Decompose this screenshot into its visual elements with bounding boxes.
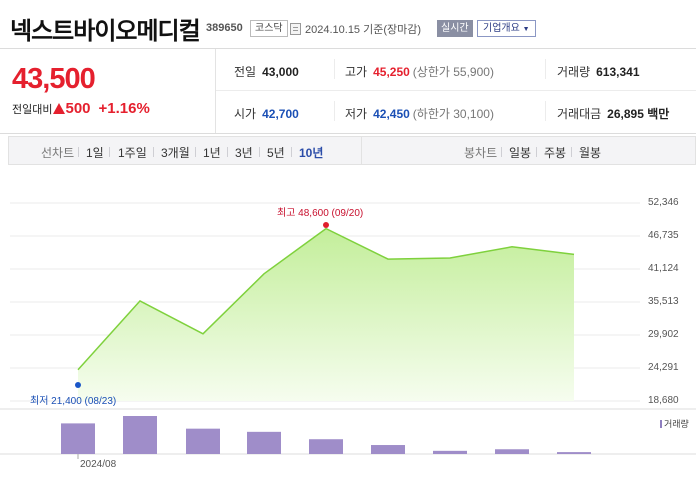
y-tick-label: 24,291 [648, 362, 679, 373]
volume-bar [309, 439, 343, 454]
candle-chart-label: 봉차트 [464, 146, 498, 160]
stock-name: 넥스트바이오메디컬 [10, 18, 201, 45]
stock-header: 넥스트바이오메디컬 389650 코스닥 2024.10.15 기준(장마감) … [0, 0, 696, 48]
turnover-value: 26,895 백만 [607, 107, 670, 121]
current-price: 43,500 [12, 63, 96, 95]
prev-close-cell: 전일 43,000 [234, 63, 299, 80]
low-annotation: 최저 21,400 (08/23) [30, 396, 117, 407]
tab-separator [291, 147, 292, 157]
divider [334, 101, 335, 121]
tab-separator [536, 147, 537, 157]
high-cell: 고가 45,250 (상한가 55,900) [345, 63, 494, 80]
high-annotation: 최고 48,600 (09/20) [277, 208, 364, 219]
volume-bar [123, 416, 157, 454]
tab-separator [501, 147, 502, 157]
tab-separator [153, 147, 154, 157]
tab-period-3m[interactable]: 3개월 [161, 146, 190, 160]
quote-summary: 43,500 전일대비 500 +1.16% 전일 43,000 고가 45,250 (상… [0, 48, 696, 134]
tab-separator [259, 147, 260, 157]
change-row: 전일대비 500 +1.16% [12, 100, 150, 117]
volume-bar [495, 449, 529, 454]
y-tick-label: 35,513 [648, 296, 679, 307]
tab-separator [78, 147, 79, 157]
low-value: 42,450 [373, 107, 410, 121]
row-divider [216, 90, 696, 91]
chevron-down-icon: ▼ [522, 26, 530, 33]
volume-bar [247, 431, 281, 454]
low-label: 저가 [345, 107, 368, 121]
high-value: 45,250 [373, 65, 410, 79]
tab-separator [571, 147, 572, 157]
volume-bar [557, 452, 591, 454]
change-label: 전일대비 [12, 104, 53, 116]
y-tick-label: 18,680 [648, 395, 679, 406]
tab-separator [195, 147, 196, 157]
turnover-label: 거래대금 [557, 107, 602, 121]
open-cell: 시가 42,700 [234, 105, 299, 122]
low-marker [75, 382, 81, 389]
tab-period-1w[interactable]: 1주일 [118, 146, 147, 160]
divider [545, 59, 546, 79]
volume-bar [186, 428, 220, 454]
open-value: 42,700 [262, 107, 299, 121]
document-icon [290, 23, 301, 35]
realtime-button[interactable]: 실시간 [437, 20, 473, 37]
tab-separator [227, 147, 228, 157]
price-area [78, 228, 574, 401]
change-percent: +1.16% [98, 100, 150, 117]
upper-limit: (상한가 55,900) [412, 65, 494, 79]
divider [334, 59, 335, 79]
volume-cell: 거래량 613,341 [557, 63, 640, 80]
lower-limit: (하한가 30,100) [412, 107, 494, 121]
quote-date: 2024.10.15 기준(장마감) [305, 24, 422, 36]
market-badge: 코스닥 [250, 20, 288, 37]
low-cell: 저가 42,450 (하한가 30,100) [345, 105, 494, 122]
volume-bar [61, 423, 95, 454]
change-amount: 500 [65, 100, 91, 117]
company-info-label: 기업개요 [483, 23, 520, 34]
stock-code: 389650 [206, 22, 243, 34]
tab-period-5y[interactable]: 5년 [267, 146, 285, 160]
up-arrow-icon [53, 103, 66, 114]
company-info-dropdown[interactable]: 기업개요 ▼ [477, 20, 536, 37]
y-tick-label: 46,735 [648, 230, 679, 241]
tab-period-1y[interactable]: 1년 [203, 146, 221, 160]
price-panel: 43,500 전일대비 500 +1.16% [0, 49, 216, 133]
turnover-cell: 거래대금 26,895 백만 [557, 105, 669, 122]
chart-tabs: 선차트 1일 1주일 3개월 1년 3년 5년 10년 봉차트 일봉 주봉 월봉 [8, 136, 696, 165]
y-tick-label: 52,346 [648, 197, 679, 208]
line-chart-label: 선차트 [41, 146, 75, 160]
divider [545, 101, 546, 121]
tab-candle-daily[interactable]: 일봉 [509, 146, 532, 160]
tab-candle-monthly[interactable]: 월봉 [579, 146, 602, 160]
tab-period-1d[interactable]: 1일 [86, 146, 104, 160]
volume-label: 거래량 [557, 65, 591, 79]
y-tick-label: 29,902 [648, 329, 679, 340]
tab-group-divider [361, 137, 362, 164]
tab-candle-weekly[interactable]: 주봉 [544, 146, 567, 160]
tab-separator [109, 147, 110, 157]
y-tick-label: 41,124 [648, 263, 679, 274]
volume-value: 613,341 [596, 65, 640, 79]
volume-legend: 거래량 [660, 417, 689, 430]
tab-period-3y[interactable]: 3년 [235, 146, 253, 160]
high-marker [323, 222, 329, 229]
x-axis-label: 2024/08 [80, 459, 117, 470]
open-label: 시가 [234, 107, 257, 121]
prev-close-value: 43,000 [262, 65, 299, 79]
prev-close-label: 전일 [234, 65, 257, 79]
volume-bar [433, 450, 467, 454]
price-chart[interactable]: 52,346 46,735 41,124 35,513 29,902 24,29… [0, 172, 696, 492]
price-line [77, 227, 575, 371]
chart-canvas [0, 202, 696, 459]
tab-period-10y[interactable]: 10년 [299, 146, 324, 160]
high-label: 고가 [345, 65, 368, 79]
volume-bar [371, 445, 405, 454]
